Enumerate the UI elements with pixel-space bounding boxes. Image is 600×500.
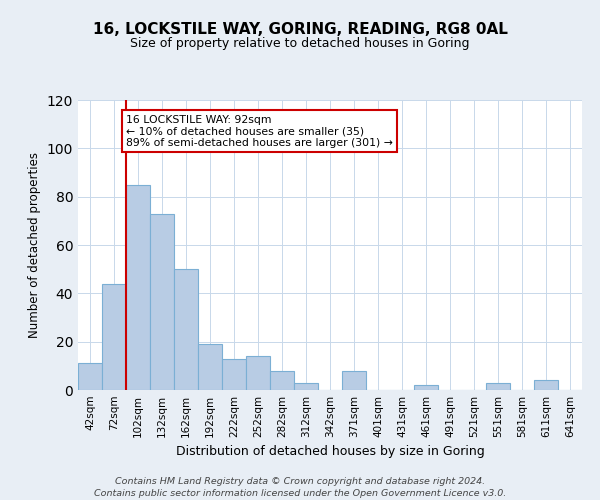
- Text: Contains public sector information licensed under the Open Government Licence v3: Contains public sector information licen…: [94, 489, 506, 498]
- Bar: [102, 284, 126, 390]
- Bar: [78, 364, 102, 390]
- Bar: [222, 358, 246, 390]
- Text: 16 LOCKSTILE WAY: 92sqm
← 10% of detached houses are smaller (35)
89% of semi-de: 16 LOCKSTILE WAY: 92sqm ← 10% of detache…: [126, 114, 393, 148]
- X-axis label: Distribution of detached houses by size in Goring: Distribution of detached houses by size …: [176, 446, 484, 458]
- Text: 16, LOCKSTILE WAY, GORING, READING, RG8 0AL: 16, LOCKSTILE WAY, GORING, READING, RG8 …: [92, 22, 508, 38]
- Bar: [174, 269, 198, 390]
- Text: Contains HM Land Registry data © Crown copyright and database right 2024.: Contains HM Land Registry data © Crown c…: [115, 478, 485, 486]
- Bar: [198, 344, 222, 390]
- Bar: [414, 385, 438, 390]
- Bar: [126, 184, 150, 390]
- Bar: [342, 370, 366, 390]
- Bar: [294, 383, 318, 390]
- Y-axis label: Number of detached properties: Number of detached properties: [28, 152, 41, 338]
- Bar: [486, 383, 510, 390]
- Bar: [270, 370, 294, 390]
- Text: Size of property relative to detached houses in Goring: Size of property relative to detached ho…: [130, 38, 470, 51]
- Bar: [534, 380, 558, 390]
- Bar: [246, 356, 270, 390]
- Bar: [150, 214, 174, 390]
